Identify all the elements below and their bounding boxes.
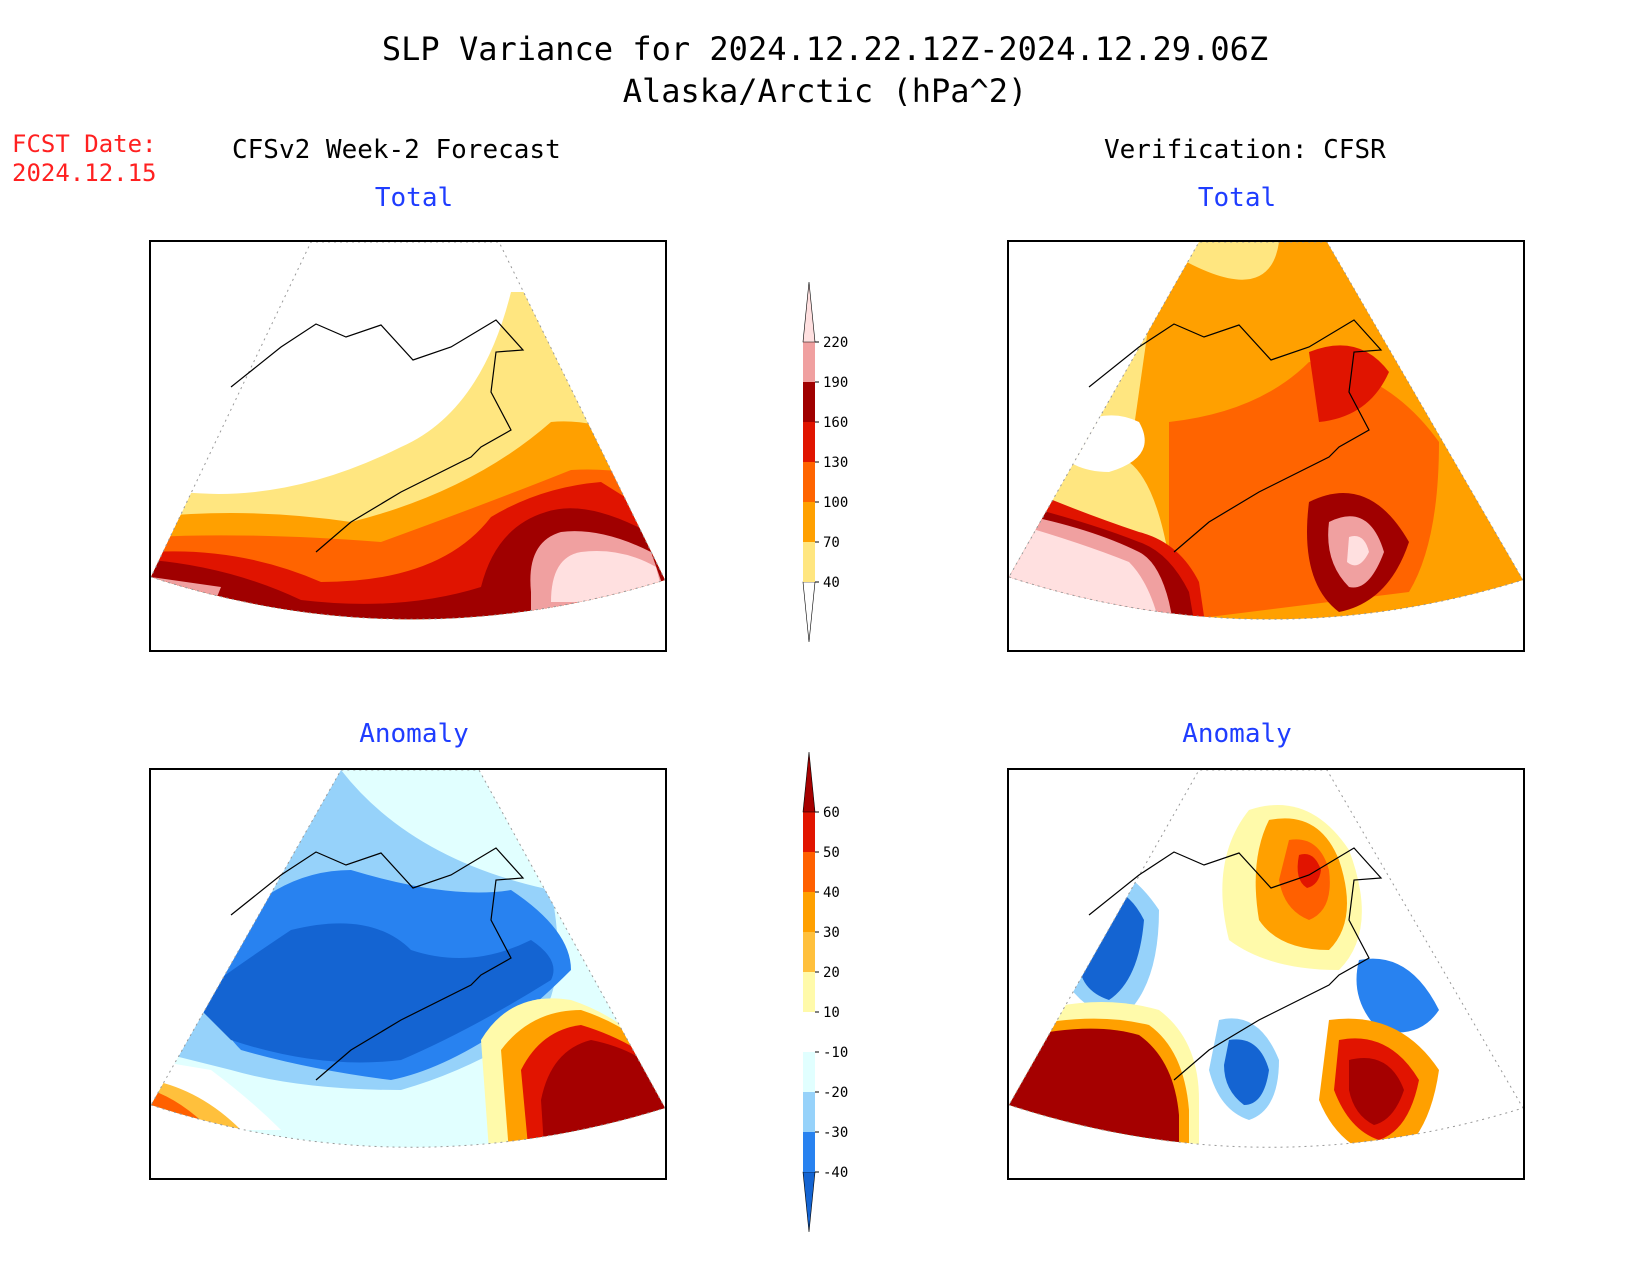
anomaly-colorbar-swatch-1 xyxy=(803,1132,815,1172)
total-colorbar-swatch-6 xyxy=(803,342,815,382)
anomaly-colorbar-swatch-5 xyxy=(803,972,815,1012)
total-colorbar: 40 70 100 130 160 190 220 xyxy=(797,281,877,643)
verif-anom-band-below-neg40-c xyxy=(1224,1039,1269,1105)
anomaly-colorbar-swatch-4 xyxy=(803,1012,815,1052)
fcst-total-coastline xyxy=(230,319,525,553)
verif-total-map-svg xyxy=(1009,242,1523,620)
verif-anomaly-map-svg xyxy=(1009,770,1523,1148)
anomaly-colorbar-tick-label-4: 10 xyxy=(823,1005,840,1021)
total-colorbar-swatch-0 xyxy=(802,581,816,643)
anomaly-colorbar-tick-label-6: 30 xyxy=(823,925,840,941)
total-colorbar-tick-label-2: 100 xyxy=(823,495,848,511)
total-colorbar-swatch-1 xyxy=(803,542,815,582)
verification-column-header: Verification: CFSR xyxy=(1104,135,1386,165)
verif-total-coastline xyxy=(1088,319,1383,553)
total-colorbar-tick-label-5: 190 xyxy=(823,375,848,391)
total-colorbar-swatch-3 xyxy=(803,462,815,502)
verif-total-title: Total xyxy=(1197,183,1277,213)
anomaly-colorbar-tick-label-3: -10 xyxy=(823,1045,848,1061)
total-colorbar-tick-label-4: 160 xyxy=(823,415,848,431)
anomaly-colorbar-swatch-0 xyxy=(802,1171,816,1233)
total-colorbar-tick-label-3: 130 xyxy=(823,455,848,471)
fcst-anomaly-map xyxy=(149,768,667,1180)
verif-anom-band-above60-se xyxy=(1349,1058,1404,1125)
verif-total-band-130-160 xyxy=(1309,345,1389,422)
anomaly-colorbar-swatch-10 xyxy=(802,751,816,813)
anomaly-colorbar-swatch-8 xyxy=(803,852,815,892)
fcst-anom-coastline xyxy=(230,847,525,1081)
anomaly-colorbar-tick-label-2: -20 xyxy=(823,1085,848,1101)
total-colorbar-svg: 40 70 100 130 160 190 220 xyxy=(802,281,848,643)
verif-anomaly-title: Anomaly xyxy=(1182,719,1292,749)
anomaly-colorbar-tick-label-1: -30 xyxy=(823,1125,848,1141)
total-colorbar-tick-label-6: 220 xyxy=(823,335,848,351)
verif-anom-band-above60-sw xyxy=(1009,1028,1179,1148)
fcst-total-map xyxy=(149,240,667,652)
fcst-total-map-svg xyxy=(151,242,665,620)
anomaly-colorbar-swatch-3 xyxy=(803,1052,815,1092)
anomaly-colorbar-swatch-2 xyxy=(803,1092,815,1132)
chart-title: SLP Variance for 2024.12.22.12Z-2024.12.… xyxy=(381,30,1269,68)
anomaly-colorbar-svg: -40 -30 -20 -10 10 20 30 40 50 60 xyxy=(802,751,848,1233)
total-colorbar-swatch-4 xyxy=(803,422,815,462)
total-colorbar-swatch-7 xyxy=(802,281,816,343)
anomaly-colorbar-swatch-6 xyxy=(803,932,815,972)
verif-total-map xyxy=(1007,240,1525,652)
fcst-date-value: 2024.12.15 xyxy=(12,159,157,187)
anomaly-colorbar-tick-label-5: 20 xyxy=(823,965,840,981)
verif-anom-band-50-60-n xyxy=(1297,854,1321,888)
fcst-anom-band-below-neg40 xyxy=(191,923,554,1063)
fcst-anom-graticule xyxy=(151,770,665,1148)
verif-anom-graticule xyxy=(1009,770,1523,1148)
fcst-anomaly-map-svg xyxy=(151,770,665,1148)
anomaly-colorbar-tick-label-9: 60 xyxy=(823,805,840,821)
anomaly-colorbar: -40 -30 -20 -10 10 20 30 40 50 60 xyxy=(797,751,877,1233)
fcst-total-graticule xyxy=(151,242,665,620)
anomaly-colorbar-swatch-9 xyxy=(803,812,815,852)
fcst-anomaly-title: Anomaly xyxy=(359,719,469,749)
fcst-date-label: FCST Date: xyxy=(12,130,157,158)
anomaly-colorbar-tick-label-0: -40 xyxy=(823,1165,848,1181)
verif-anom-coastline xyxy=(1088,847,1383,1081)
fcst-anom-band-above60-se xyxy=(541,1040,665,1148)
verif-total-band-above220-se xyxy=(1347,536,1369,566)
verif-anomaly-map xyxy=(1007,768,1525,1180)
total-colorbar-tick-label-1: 70 xyxy=(823,535,840,551)
total-colorbar-swatch-5 xyxy=(803,382,815,422)
fcst-total-title: Total xyxy=(374,183,454,213)
anomaly-colorbar-swatch-7 xyxy=(803,892,815,932)
verif-anom-band-neg30-neg40-e xyxy=(1356,958,1439,1033)
verif-total-graticule xyxy=(1009,242,1523,620)
forecast-column-header: CFSv2 Week-2 Forecast xyxy=(232,135,561,165)
chart-subtitle: Alaska/Arctic (hPa^2) xyxy=(622,72,1028,110)
total-colorbar-swatch-2 xyxy=(803,502,815,542)
total-colorbar-tick-label-0: 40 xyxy=(823,575,840,591)
anomaly-colorbar-tick-label-8: 50 xyxy=(823,845,840,861)
anomaly-colorbar-tick-label-7: 40 xyxy=(823,885,840,901)
